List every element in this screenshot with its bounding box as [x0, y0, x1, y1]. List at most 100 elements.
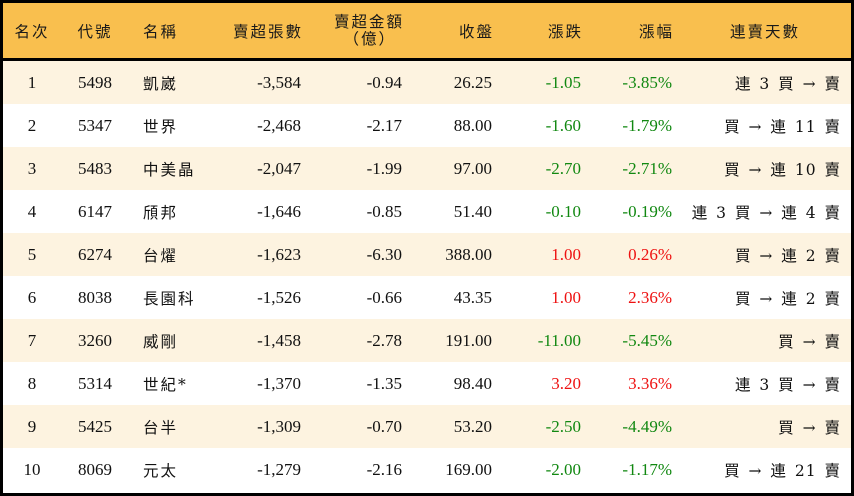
- header-net-sell-amount-line2: （億）: [343, 29, 396, 48]
- name-cell: 元太: [143, 461, 179, 480]
- code-cell: 5347: [78, 115, 112, 135]
- table-row: 7 3260 威剛 -1,458 -2.78 191.00 -11.00 -5.…: [3, 319, 851, 362]
- code-cell: 6274: [78, 244, 112, 264]
- name-cell: 台半: [143, 418, 179, 437]
- name-cell: 世界: [143, 117, 179, 136]
- change-cell: -2.00: [545, 459, 581, 479]
- consecutive-days-cell: 連 3 買 → 連 4 賣: [691, 203, 841, 222]
- change-cell: 1.00: [551, 287, 581, 307]
- header-change-pct: 漲幅: [638, 22, 674, 41]
- code-cell: 5483: [78, 158, 112, 178]
- change-pct-cell: 0.26%: [628, 244, 672, 264]
- change-pct-cell: 2.36%: [628, 287, 672, 307]
- close-cell: 97.00: [453, 158, 492, 178]
- net-sell-amount-cell: -1.35: [366, 373, 402, 393]
- rank-cell: 6: [27, 287, 37, 307]
- name-cell: 台燿: [143, 246, 179, 265]
- rank-cell: 5: [27, 244, 37, 264]
- name-cell: 威剛: [143, 332, 179, 351]
- close-cell: 43.35: [453, 287, 492, 307]
- rank-cell: 3: [27, 158, 37, 178]
- name-cell: 世紀*: [143, 375, 188, 394]
- rank-cell: 8: [27, 373, 37, 393]
- code-cell: 5314: [78, 373, 112, 393]
- close-cell: 51.40: [453, 201, 492, 221]
- header-consecutive-sell-days: 連賣天數: [729, 22, 800, 41]
- consecutive-days-cell: 買 → 賣: [778, 418, 841, 437]
- close-cell: 53.20: [453, 416, 492, 436]
- header-net-sell-amount: 賣超金額 （億）: [303, 3, 404, 58]
- table-row: 1 5498 凱崴 -3,584 -0.94 26.25 -1.05 -3.85…: [3, 61, 851, 104]
- table-row: 9 5425 台半 -1,309 -0.70 53.20 -2.50 -4.49…: [3, 405, 851, 448]
- net-sell-lots-cell: -1,623: [257, 244, 301, 264]
- rank-cell: 1: [27, 72, 37, 92]
- consecutive-days-cell: 連 3 買 → 賣: [734, 74, 841, 93]
- code-cell: 3260: [78, 330, 112, 350]
- rank-cell: 9: [27, 416, 37, 436]
- change-pct-cell: -4.49%: [622, 416, 672, 436]
- consecutive-days-cell: 買 → 連 11 賣: [724, 117, 841, 136]
- change-cell: 3.20: [551, 373, 581, 393]
- consecutive-days-cell: 買 → 賣: [778, 332, 841, 351]
- net-sell-ranking-table: 名次 代號 名稱 賣超張數 賣超金額 （億） 收盤 漲跌 漲幅 連賣天數 1 5…: [3, 3, 851, 493]
- net-sell-lots-cell: -2,047: [257, 158, 301, 178]
- change-cell: -11.00: [537, 330, 581, 350]
- consecutive-days-cell: 買 → 連 10 賣: [724, 160, 841, 179]
- change-pct-cell: -3.85%: [622, 72, 672, 92]
- change-cell: 1.00: [551, 244, 581, 264]
- change-pct-cell: 3.36%: [628, 373, 672, 393]
- change-cell: -1.60: [545, 115, 581, 135]
- table-row: 10 8069 元太 -1,279 -2.16 169.00 -2.00 -1.…: [3, 448, 851, 491]
- table-row: 2 5347 世界 -2,468 -2.17 88.00 -1.60 -1.79…: [3, 104, 851, 147]
- net-sell-amount-cell: -2.17: [366, 115, 402, 135]
- net-sell-lots-cell: -1,646: [257, 201, 301, 221]
- net-sell-lots-cell: -1,309: [257, 416, 301, 436]
- header-code: 代號: [77, 22, 113, 41]
- change-pct-cell: -5.45%: [622, 330, 672, 350]
- net-sell-lots-cell: -3,584: [257, 72, 301, 92]
- code-cell: 8069: [78, 459, 112, 479]
- net-sell-amount-cell: -0.94: [366, 72, 402, 92]
- table-row: 3 5483 中美晶 -2,047 -1.99 97.00 -2.70 -2.7…: [3, 147, 851, 190]
- code-cell: 8038: [78, 287, 112, 307]
- table-row: 8 5314 世紀* -1,370 -1.35 98.40 3.20 3.36%…: [3, 362, 851, 405]
- net-sell-amount-cell: -1.99: [366, 158, 402, 178]
- close-cell: 191.00: [445, 330, 492, 350]
- header-rank: 名次: [14, 22, 50, 41]
- code-cell: 5425: [78, 416, 112, 436]
- change-cell: -0.10: [545, 201, 581, 221]
- code-cell: 6147: [78, 201, 112, 221]
- net-sell-amount-cell: -2.78: [366, 330, 402, 350]
- header-change: 漲跌: [547, 22, 583, 41]
- net-sell-amount-cell: -0.66: [366, 287, 402, 307]
- change-cell: -2.50: [545, 416, 581, 436]
- change-cell: -2.70: [545, 158, 581, 178]
- net-sell-lots-cell: -1,526: [257, 287, 301, 307]
- consecutive-days-cell: 買 → 連 21 賣: [724, 461, 841, 480]
- header-name: 名稱: [143, 22, 179, 41]
- table-row: 5 6274 台燿 -1,623 -6.30 388.00 1.00 0.26%…: [3, 233, 851, 276]
- header-close: 收盤: [458, 22, 494, 41]
- close-cell: 169.00: [445, 459, 492, 479]
- net-sell-amount-cell: -0.70: [366, 416, 402, 436]
- table-row: 4 6147 頎邦 -1,646 -0.85 51.40 -0.10 -0.19…: [3, 190, 851, 233]
- change-pct-cell: -1.79%: [622, 115, 672, 135]
- net-sell-lots-cell: -1,370: [257, 373, 301, 393]
- change-pct-cell: -2.71%: [622, 158, 672, 178]
- consecutive-days-cell: 買 → 連 2 賣: [734, 289, 841, 308]
- rank-cell: 7: [27, 330, 37, 350]
- net-sell-lots-cell: -2,468: [257, 115, 301, 135]
- change-pct-cell: -1.17%: [622, 459, 672, 479]
- close-cell: 26.25: [453, 72, 492, 92]
- table-row: 6 8038 長園科 -1,526 -0.66 43.35 1.00 2.36%…: [3, 276, 851, 319]
- rank-cell: 10: [23, 459, 41, 479]
- net-sell-amount-cell: -6.30: [366, 244, 402, 264]
- header-net-sell-lots: 賣超張數: [232, 22, 303, 41]
- close-cell: 98.40: [453, 373, 492, 393]
- change-pct-cell: -0.19%: [622, 201, 672, 221]
- consecutive-days-cell: 連 3 買 → 賣: [734, 375, 841, 394]
- close-cell: 388.00: [445, 244, 492, 264]
- net-sell-amount-cell: -0.85: [366, 201, 402, 221]
- consecutive-days-cell: 買 → 連 2 賣: [734, 246, 841, 265]
